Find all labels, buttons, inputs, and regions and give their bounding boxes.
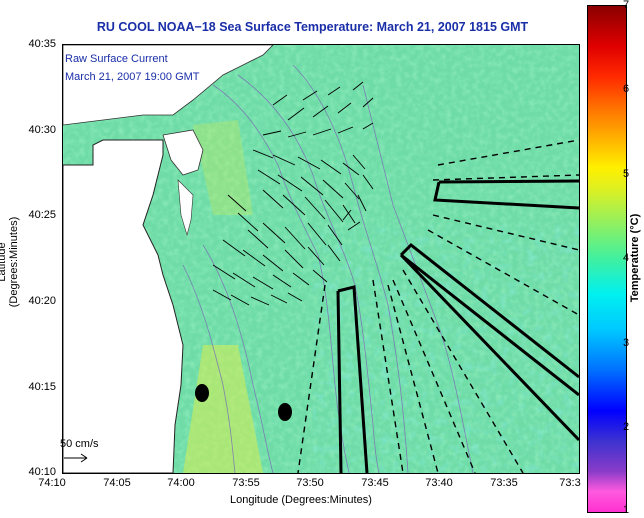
colorbar-label: Temperature (°C) [629, 213, 641, 303]
land-new-jersey [63, 139, 184, 473]
colorbar-tick: 6 [623, 83, 630, 95]
buoy-marker [278, 403, 292, 421]
warm-coastal-band [183, 345, 263, 473]
dashed-radials [297, 139, 579, 473]
annotation-line-2: March 21, 2007 19:00 GMT [65, 71, 200, 83]
y-tick: 40:30 [28, 124, 56, 136]
colorbar-tick: 7 [623, 0, 630, 11]
colorbar-tick: 3 [623, 337, 630, 349]
box-east [433, 179, 579, 210]
transect-boxes [336, 179, 579, 473]
x-tick: 73:45 [361, 477, 389, 489]
x-tick: 74:10 [38, 477, 66, 489]
y-tick: 40:35 [28, 38, 56, 50]
colorbar-tick: 5 [623, 168, 630, 180]
x-axis-label: Longitude (Degrees:Minutes) [230, 494, 372, 506]
annotation-line-1: Raw Surface Current [65, 53, 168, 65]
colorbar-tick: 1 [623, 504, 630, 516]
x-tick: 73:35 [490, 477, 518, 489]
map-canvas [63, 45, 579, 473]
land-sandy-hook [162, 129, 204, 176]
buoy-marker [195, 384, 209, 402]
colorbar-tick: 2 [623, 421, 630, 433]
sst-map[interactable]: Raw Surface Current March 21, 2007 19:00… [62, 44, 580, 474]
colorbar-tick: 4 [623, 252, 630, 264]
x-tick: 74:05 [103, 477, 131, 489]
land-north [63, 45, 274, 126]
map-title: RU COOL NOAA−18 Sea Surface Temperature:… [96, 20, 529, 34]
land-spit [177, 179, 194, 237]
x-tick: 73:55 [232, 477, 260, 489]
scale-label: 50 cm/s [60, 438, 99, 450]
temperature-colorbar [587, 5, 627, 513]
x-tick: 73:50 [296, 477, 324, 489]
bathymetry-contours [182, 64, 474, 473]
current-vectors [212, 81, 374, 306]
x-tick: 73:40 [425, 477, 453, 489]
x-tick: 73:3 [559, 477, 581, 489]
x-tick: 74:00 [167, 477, 195, 489]
y-tick: 40:10 [28, 466, 56, 478]
box-southeast [399, 242, 579, 442]
box-south [336, 285, 369, 473]
y-tick: 40:20 [28, 295, 56, 307]
y-axis-label: Latitude (Degrees:Minutes) [0, 216, 20, 308]
y-tick: 40:25 [28, 209, 56, 221]
scale-arrow-icon [64, 453, 88, 463]
y-tick: 40:15 [28, 381, 56, 393]
warm-patch [193, 120, 253, 215]
